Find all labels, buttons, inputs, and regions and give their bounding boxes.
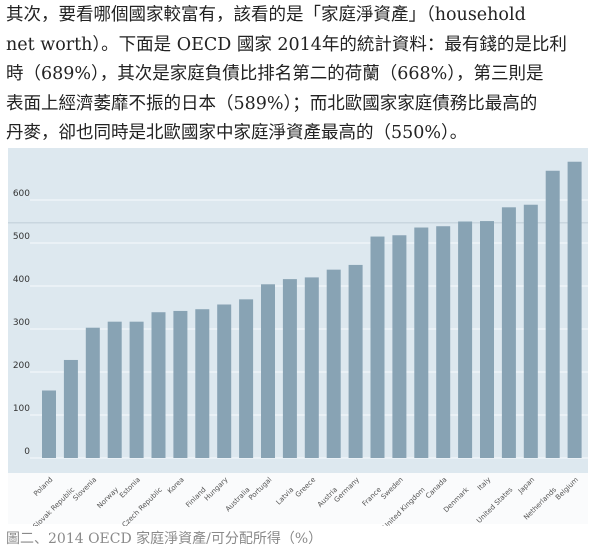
y-tick-label: 200 (13, 361, 30, 371)
bar-korea (173, 310, 188, 458)
bar-germany (348, 264, 363, 458)
paragraph-line: net worth）。下面是 OECD 國家 2014年的統計資料：最有錢的是比… (6, 34, 567, 55)
bar-hungary (217, 304, 232, 458)
bar-austria (326, 269, 341, 458)
y-tick-label: 0 (24, 447, 30, 457)
bar-united-states (501, 207, 516, 458)
y-tick-label: 300 (13, 318, 30, 328)
paragraph-line: 丹麥，卻也同時是北歐國家中家庭淨資產最高的（550%）。 (6, 123, 468, 143)
bar-sweden (392, 235, 407, 458)
y-tick-label: 500 (13, 232, 30, 242)
bar-slovenia (85, 327, 100, 458)
bar-denmark (458, 221, 473, 458)
bar-france (370, 236, 385, 458)
bar-italy (480, 221, 494, 458)
y-tick-label: 100 (13, 404, 30, 414)
intro-paragraph: 其次，要看哪個國家較富有，該看的是「家庭淨資產」（household net w… (6, 1, 598, 149)
bar-united-kingdom (414, 227, 429, 458)
bar-estonia (129, 321, 144, 458)
paragraph-line: 時（689%），其次是家庭負債比排名第二的荷蘭（668%），第三則是 (6, 64, 544, 84)
bar-latvia (282, 279, 297, 458)
y-tick-label: 400 (13, 275, 30, 285)
paragraph-line: 表面上經濟萎靡不振的日本（589%）；而北歐國家家庭債務比最高的 (6, 93, 538, 114)
bar-norway (107, 321, 122, 458)
paragraph-line: 其次，要看哪個國家較富有，該看的是「家庭淨資產」（household (6, 5, 526, 25)
bar-slovak-republic (63, 359, 78, 458)
bar-japan (523, 204, 538, 458)
bar-netherlands (545, 170, 560, 458)
label-area (8, 473, 588, 524)
bar-poland (42, 390, 56, 458)
bar-belgium (567, 161, 582, 459)
bar-australia (239, 299, 254, 458)
bar-greece (304, 277, 319, 458)
bar-czech-republic (151, 312, 166, 458)
y-tick-label: 600 (13, 189, 30, 199)
bar-canada (436, 226, 451, 458)
bar-finland (195, 309, 210, 458)
figure-caption: 圖二、2014 OECD 家庭淨資產/可分配所得（%） (6, 531, 323, 547)
bar-portugal (261, 284, 275, 458)
